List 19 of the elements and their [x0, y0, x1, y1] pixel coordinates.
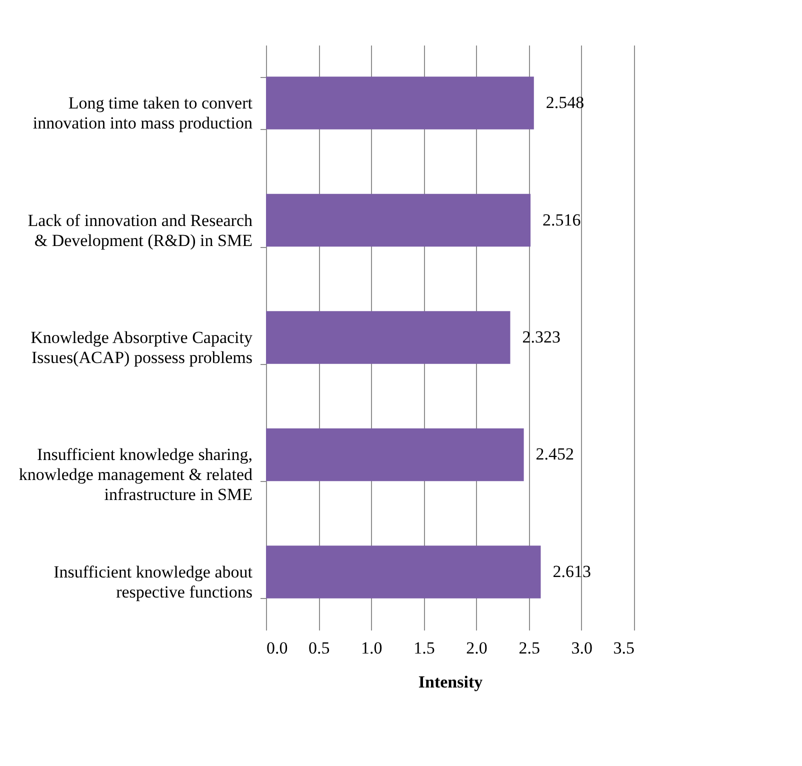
y-tick-label: Insufficient knowledge sharing, knowledge management & related infrastructure in SME	[18, 445, 253, 504]
data-label: 2.323	[522, 328, 560, 346]
y-tick-label: Insufficient knowledge about respective functions	[54, 562, 253, 602]
x-axis-title: Intensity	[418, 672, 484, 692]
x-tick-label: 2.5	[518, 638, 540, 658]
data-label: 2.516	[542, 210, 581, 230]
y-tick-label: Long time taken to convert innovation into mass production	[32, 94, 253, 133]
y-tick-label: Knowledge Absorptive Capacity Issues(ACAP) possess problems	[30, 328, 253, 367]
x-tick-label: 0.0	[266, 638, 288, 658]
data-label: 2.452	[536, 444, 574, 464]
x-tick-label: 3.0	[571, 638, 593, 658]
x-tick-label: 2.0	[466, 638, 488, 658]
x-tick-label: 0.5	[308, 638, 330, 658]
data-label: 2.613	[552, 562, 591, 581]
data-label: 2.548	[546, 93, 584, 112]
x-tick-label: 1.5	[414, 638, 435, 658]
x-tick-label: 1.0	[361, 638, 382, 658]
y-tick-label: Lack of innovation and Research & Development (R&D) in SME	[28, 210, 253, 250]
x-tick-label: 3.5	[613, 638, 634, 658]
